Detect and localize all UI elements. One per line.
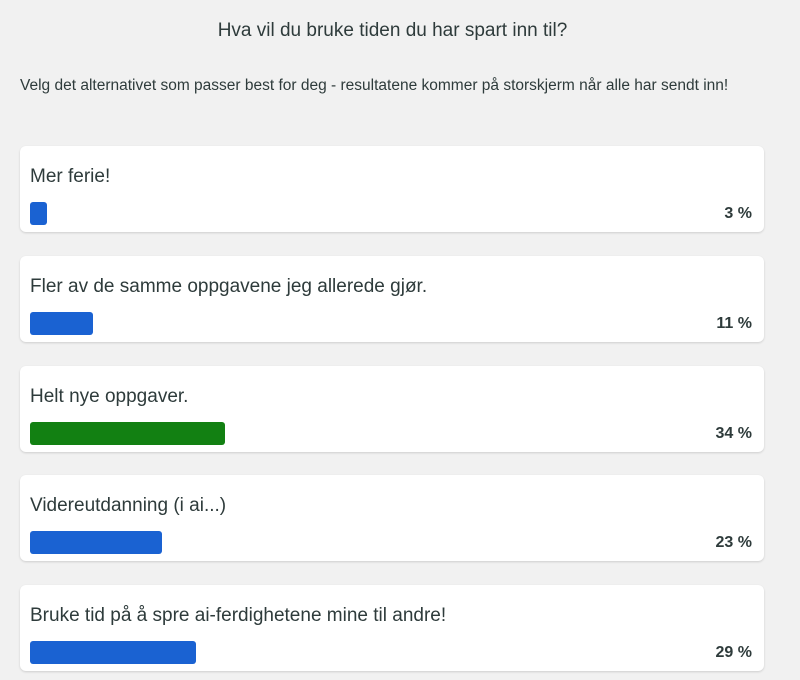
option-percent: 23 % bbox=[715, 534, 752, 551]
option-label: Videreutdanning (i ai...) bbox=[30, 495, 227, 516]
poll-subtitle: Velg det alternativet som passer best fo… bbox=[20, 77, 729, 94]
result-bar bbox=[30, 422, 225, 445]
option-percent: 34 % bbox=[715, 425, 752, 442]
result-bar bbox=[30, 202, 48, 225]
option-label: Fler av de samme oppgavene jeg allerede … bbox=[30, 276, 428, 297]
option-percent: 11 % bbox=[716, 315, 752, 332]
poll-option: Bruke tid på å spre ai-ferdighetene mine… bbox=[20, 585, 764, 671]
option-percent: 29 % bbox=[715, 644, 752, 661]
result-bar bbox=[30, 641, 197, 664]
poll-title: Hva vil du bruke tiden du har spart inn … bbox=[217, 20, 568, 41]
option-percent: 3 % bbox=[724, 205, 752, 222]
option-label: Helt nye oppgaver. bbox=[30, 386, 189, 407]
poll-option: Videreutdanning (i ai...) 23 % bbox=[20, 475, 764, 561]
result-bar bbox=[30, 312, 94, 335]
result-bar bbox=[30, 531, 162, 554]
option-label: Bruke tid på å spre ai-ferdighetene mine… bbox=[30, 605, 447, 626]
option-label: Mer ferie! bbox=[30, 166, 111, 187]
poll-option: Fler av de samme oppgavene jeg allerede … bbox=[20, 256, 764, 342]
poll-option: Mer ferie! 3 % bbox=[20, 146, 764, 232]
poll-option: Helt nye oppgaver. 34 % bbox=[20, 366, 764, 452]
